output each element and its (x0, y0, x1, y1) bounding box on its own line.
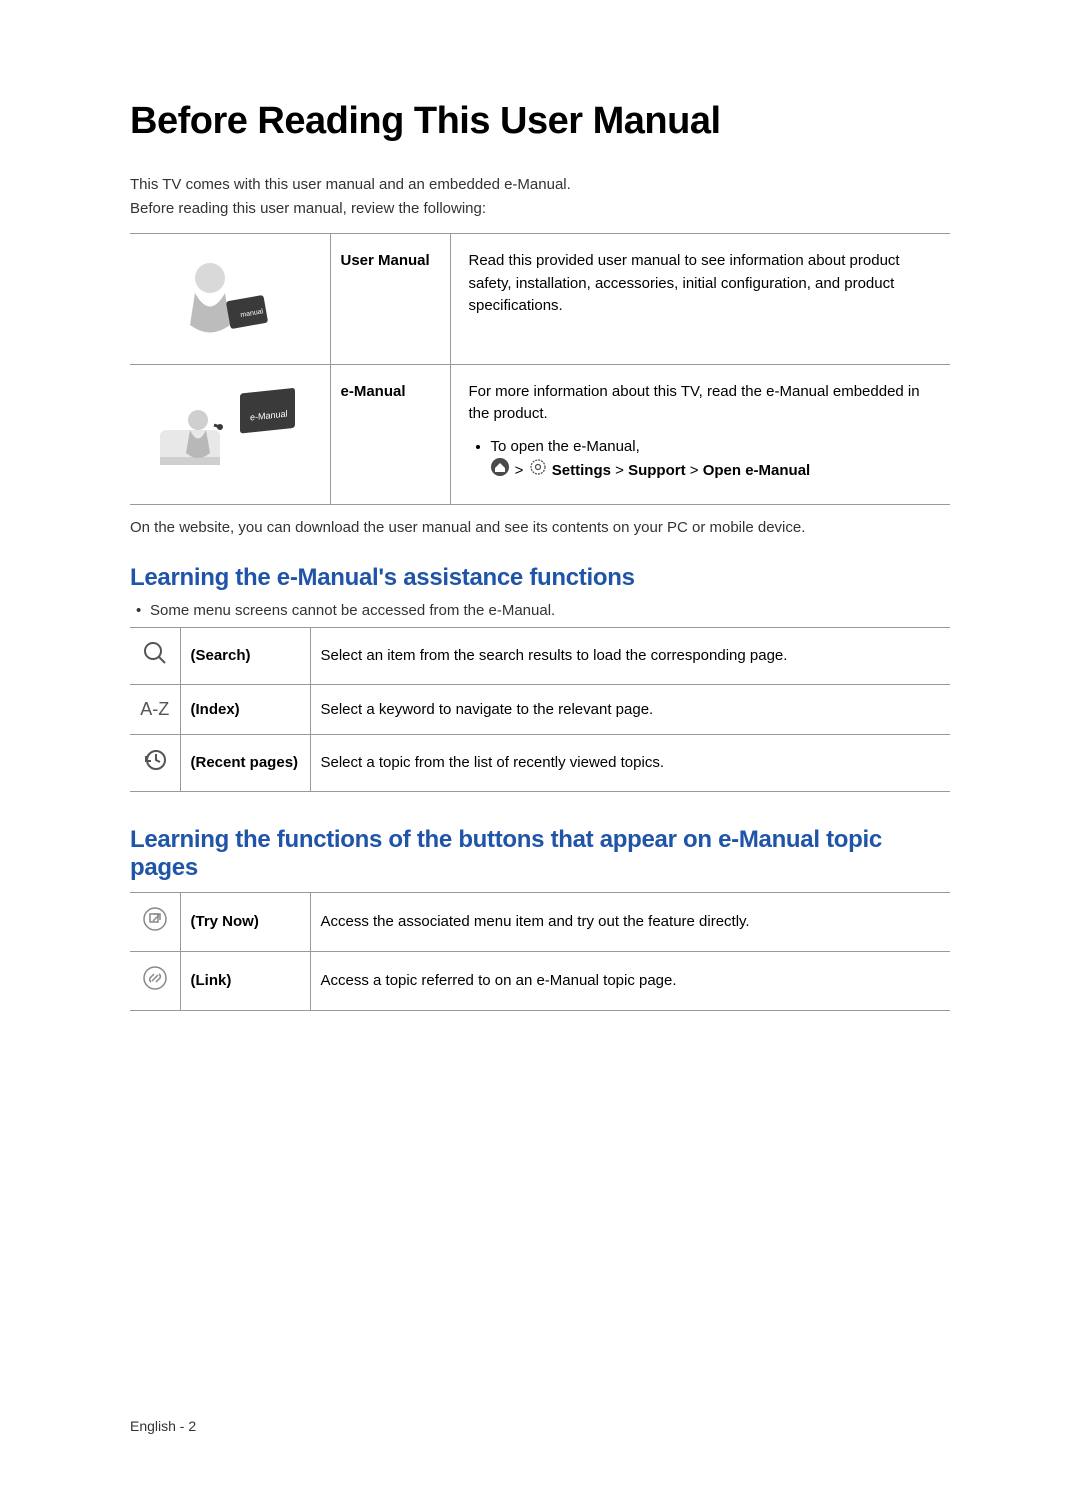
manual-types-table: manual User Manual Read this provided us… (130, 233, 950, 505)
table-row: (Link) Access a topic referred to on an … (130, 951, 950, 1010)
person-watching-tv-emanual-icon: e-Manual (150, 385, 310, 475)
table-row: (Recent pages) Select a topic from the l… (130, 734, 950, 791)
nav-step: Open e-Manual (703, 462, 811, 479)
bullet-text: To open the e-Manual, (491, 438, 640, 455)
navigation-path: > Settings > Support > Open e-Manual (491, 462, 811, 479)
intro-line-2: Before reading this user manual, review … (130, 197, 950, 221)
section-heading-buttons: Learning the functions of the buttons th… (130, 826, 950, 882)
table-row: (Search) Select an item from the search … (130, 627, 950, 684)
intro-block: This TV comes with this user manual and … (130, 173, 950, 221)
page-title: Before Reading This User Manual (130, 100, 950, 143)
section-heading-assistance: Learning the e-Manual's assistance funct… (130, 564, 950, 592)
table-row: e-Manual e-Manual For more information a… (130, 364, 950, 504)
function-description: Access the associated menu item and try … (310, 892, 950, 951)
recent-icon (130, 734, 180, 791)
emanual-description-text: For more information about this TV, read… (469, 383, 920, 423)
function-description: Access a topic referred to on an e-Manua… (310, 951, 950, 1010)
below-table-note: On the website, you can download the use… (130, 519, 950, 536)
function-description: Select an item from the search results t… (310, 627, 950, 684)
home-icon (491, 458, 509, 484)
function-name: (Index) (180, 684, 310, 734)
manual-type-label: User Manual (330, 234, 450, 365)
illustration-cell: manual (130, 234, 330, 365)
function-description: Select a topic from the list of recently… (310, 734, 950, 791)
function-description: Select a keyword to navigate to the rele… (310, 684, 950, 734)
page-footer: English - 2 (130, 1418, 196, 1434)
manual-type-description: Read this provided user manual to see in… (450, 234, 950, 365)
assistance-functions-table: (Search) Select an item from the search … (130, 627, 950, 792)
az-icon: A-Z (130, 684, 180, 734)
function-name: (Link) (180, 951, 310, 1010)
intro-line-1: This TV comes with this user manual and … (130, 173, 950, 197)
trynow-icon (130, 892, 180, 951)
person-reading-manual-icon: manual (150, 250, 310, 340)
emanual-open-bullet: To open the e-Manual, > Settings > Suppo… (491, 436, 941, 484)
nav-step: Settings (552, 462, 611, 479)
function-name: (Recent pages) (180, 734, 310, 791)
illustration-cell: e-Manual (130, 364, 330, 504)
function-name: (Search) (180, 627, 310, 684)
search-icon (130, 627, 180, 684)
table-row: A-Z (Index) Select a keyword to navigate… (130, 684, 950, 734)
gear-icon (530, 459, 546, 483)
table-row: manual User Manual Read this provided us… (130, 234, 950, 365)
table-row: (Try Now) Access the associated menu ite… (130, 892, 950, 951)
manual-type-description: For more information about this TV, read… (450, 364, 950, 504)
nav-step: Support (628, 462, 686, 479)
topic-buttons-table: (Try Now) Access the associated menu ite… (130, 892, 950, 1011)
link-icon (130, 951, 180, 1010)
section-note: Some menu screens cannot be accessed fro… (130, 602, 950, 619)
manual-type-label: e-Manual (330, 364, 450, 504)
function-name: (Try Now) (180, 892, 310, 951)
